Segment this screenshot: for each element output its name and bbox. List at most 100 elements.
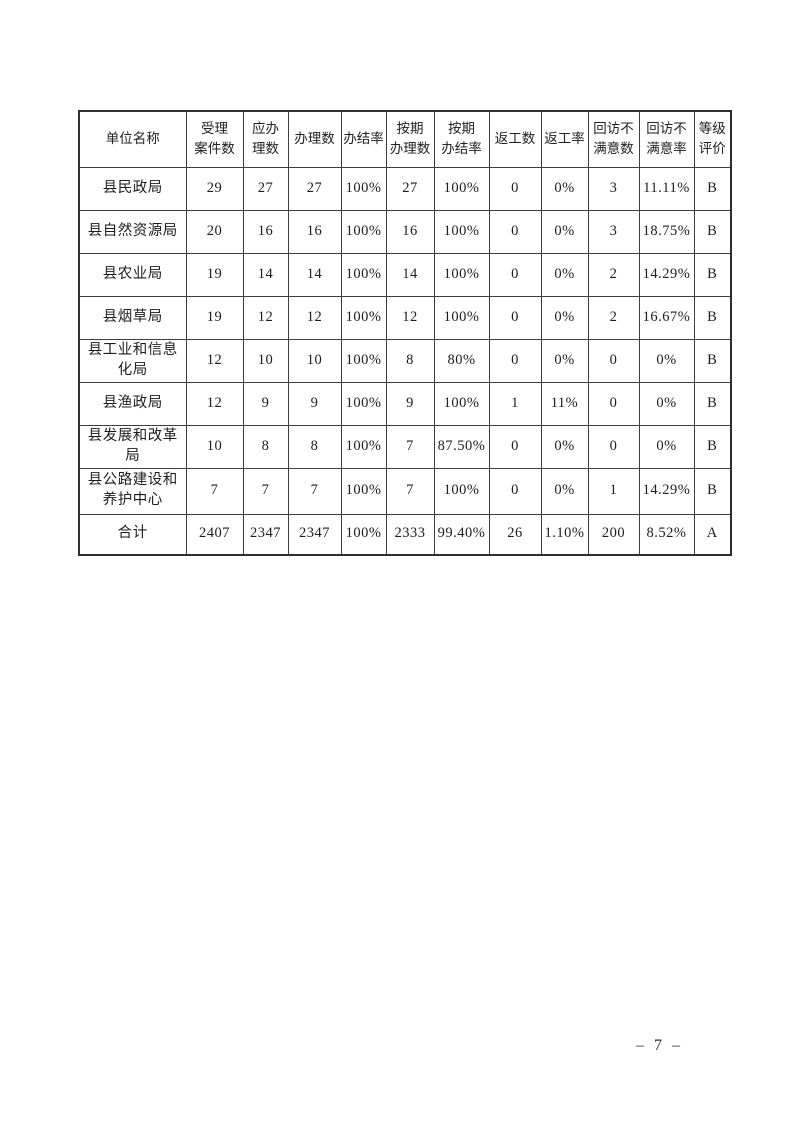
column-header: 受理 案件数 [185, 110, 244, 168]
table-cell: 100% [433, 209, 490, 254]
table-cell: 0 [488, 166, 542, 211]
column-header: 回访不 满意数 [587, 110, 640, 168]
table-row: 县自然资源局 20 16 16 100% 16 100% 0 0% 3 18.75% B [78, 209, 732, 254]
table-cell: 10 [185, 424, 244, 469]
table-row: 县工业和信息化局 12 10 10 100% 8 80% 0 0% 0 0% B [78, 338, 732, 383]
table-header-row: 单位名称 受理 案件数 应办 理数 办理数 办结率 按期 办理数 按期 办结率 返工数 返工率回… [78, 110, 732, 168]
table-cell: 3 [587, 209, 640, 254]
table-cell: 10 [287, 338, 342, 383]
table-row: 县渔政局 12 9 9 100% 9 100% 1 11% 0 0% B [78, 381, 732, 426]
column-header: 单位名称 [78, 110, 187, 168]
unit-name-cell: 县工业和信息化局 [78, 338, 187, 383]
table-cell: 99.40% [433, 513, 490, 556]
column-header: 按期 办结率 [433, 110, 490, 168]
table-cell: 0% [540, 209, 589, 254]
table-cell: 0% [540, 252, 589, 297]
table-header: 单位名称 受理 案件数 应办 理数 办理数 办结率 按期 办理数 按期 办结率 返工数 返工率回… [78, 110, 732, 168]
table-cell: 0% [540, 166, 589, 211]
table-cell: 0% [540, 295, 589, 340]
table-cell: 100% [340, 338, 387, 383]
table-row: 县公路建设和 养护中心 7 7 7 100% 7 100% 0 0% 1 14.29% B [78, 467, 732, 515]
table-cell: 0 [488, 295, 542, 340]
table-body: 县民政局 29 27 27 100% 27 100% 0 0% 3 11.11% B 县自然资源局 20 1… [78, 166, 732, 556]
table-cell: 0 [488, 467, 542, 515]
table-cell: 2333 [385, 513, 435, 556]
table-cell: 14.29% [638, 467, 695, 515]
table-cell: 0 [587, 338, 640, 383]
table-cell: 8 [242, 424, 289, 469]
column-header: 按期 办理数 [385, 110, 435, 168]
column-header: 办理数 [287, 110, 342, 168]
table-row: 县农业局 19 14 14 100% 14 100% 0 0% 2 14.29% B [78, 252, 732, 297]
column-header: 办结率 [340, 110, 387, 168]
unit-name-cell: 县公路建设和 养护中心 [78, 467, 187, 515]
table-cell: 0% [638, 424, 695, 469]
table-cell: 100% [340, 467, 387, 515]
table-cell: 7 [385, 467, 435, 515]
table-cell: 16.67% [638, 295, 695, 340]
table-cell: 14 [242, 252, 289, 297]
table-cell: 100% [340, 295, 387, 340]
table-cell: 0 [488, 338, 542, 383]
column-header: 返工率 [540, 110, 589, 168]
table-cell: 100% [433, 381, 490, 426]
table-cell: 7 [385, 424, 435, 469]
table-cell: B [693, 252, 732, 297]
table-cell: 27 [385, 166, 435, 211]
table-cell: 11.11% [638, 166, 695, 211]
table-cell: 1.10% [540, 513, 589, 556]
table-cell: 16 [385, 209, 435, 254]
table-cell: A [693, 513, 732, 556]
table-cell: B [693, 467, 732, 515]
table-cell: 100% [340, 424, 387, 469]
table-cell: B [693, 424, 732, 469]
table-cell: 18.75% [638, 209, 695, 254]
table-cell: 7 [242, 467, 289, 515]
table-cell: 8.52% [638, 513, 695, 556]
table-cell: 16 [287, 209, 342, 254]
table-cell: 27 [287, 166, 342, 211]
table-cell: 100% [340, 166, 387, 211]
table-cell: 12 [185, 381, 244, 426]
table-cell: 11% [540, 381, 589, 426]
table-row: 合计 2407 2347 2347 100% 2333 99.40% 26 1.10% 200 8.… [78, 513, 732, 556]
page-number: – 7 – [636, 1037, 683, 1054]
table-row: 县烟草局 19 12 12 100% 12 100% 0 0% 2 16.67% B [78, 295, 732, 340]
table-cell: 7 [185, 467, 244, 515]
table-cell: 14.29% [638, 252, 695, 297]
table-cell: 0 [488, 424, 542, 469]
table-row: 县民政局 29 27 27 100% 27 100% 0 0% 3 11.11% B [78, 166, 732, 211]
table-cell: 0% [638, 338, 695, 383]
table-cell: 100% [340, 209, 387, 254]
table-cell: 0% [540, 338, 589, 383]
table-cell: 12 [242, 295, 289, 340]
table-cell: 19 [185, 295, 244, 340]
table-cell: 100% [433, 467, 490, 515]
table-cell: B [693, 209, 732, 254]
table-cell: 100% [433, 295, 490, 340]
table-cell: 80% [433, 338, 490, 383]
table-cell: 2347 [287, 513, 342, 556]
unit-name-cell: 合计 [78, 513, 187, 556]
table-cell: 9 [385, 381, 435, 426]
table-cell: 12 [385, 295, 435, 340]
table-cell: 2 [587, 295, 640, 340]
table-cell: 0 [587, 424, 640, 469]
statistics-table: 单位名称 受理 案件数 应办 理数 办理数 办结率 按期 办理数 按期 办结率 返工数 返工率回… [78, 110, 732, 556]
table-cell: 87.50% [433, 424, 490, 469]
table-cell: 0 [587, 381, 640, 426]
table-cell: 0 [488, 209, 542, 254]
table-cell: 100% [433, 166, 490, 211]
table-cell: 8 [287, 424, 342, 469]
table-cell: 12 [185, 338, 244, 383]
table-cell: 26 [488, 513, 542, 556]
table-cell: 1 [587, 467, 640, 515]
unit-name-cell: 县发展和改革局 [78, 424, 187, 469]
table-row: 县发展和改革局 10 8 8 100% 7 87.50% 0 0% 0 0% B [78, 424, 732, 469]
table-cell: 2407 [185, 513, 244, 556]
unit-name-cell: 县民政局 [78, 166, 187, 211]
column-header: 应办 理数 [242, 110, 289, 168]
table-cell: 9 [287, 381, 342, 426]
table-cell: B [693, 381, 732, 426]
